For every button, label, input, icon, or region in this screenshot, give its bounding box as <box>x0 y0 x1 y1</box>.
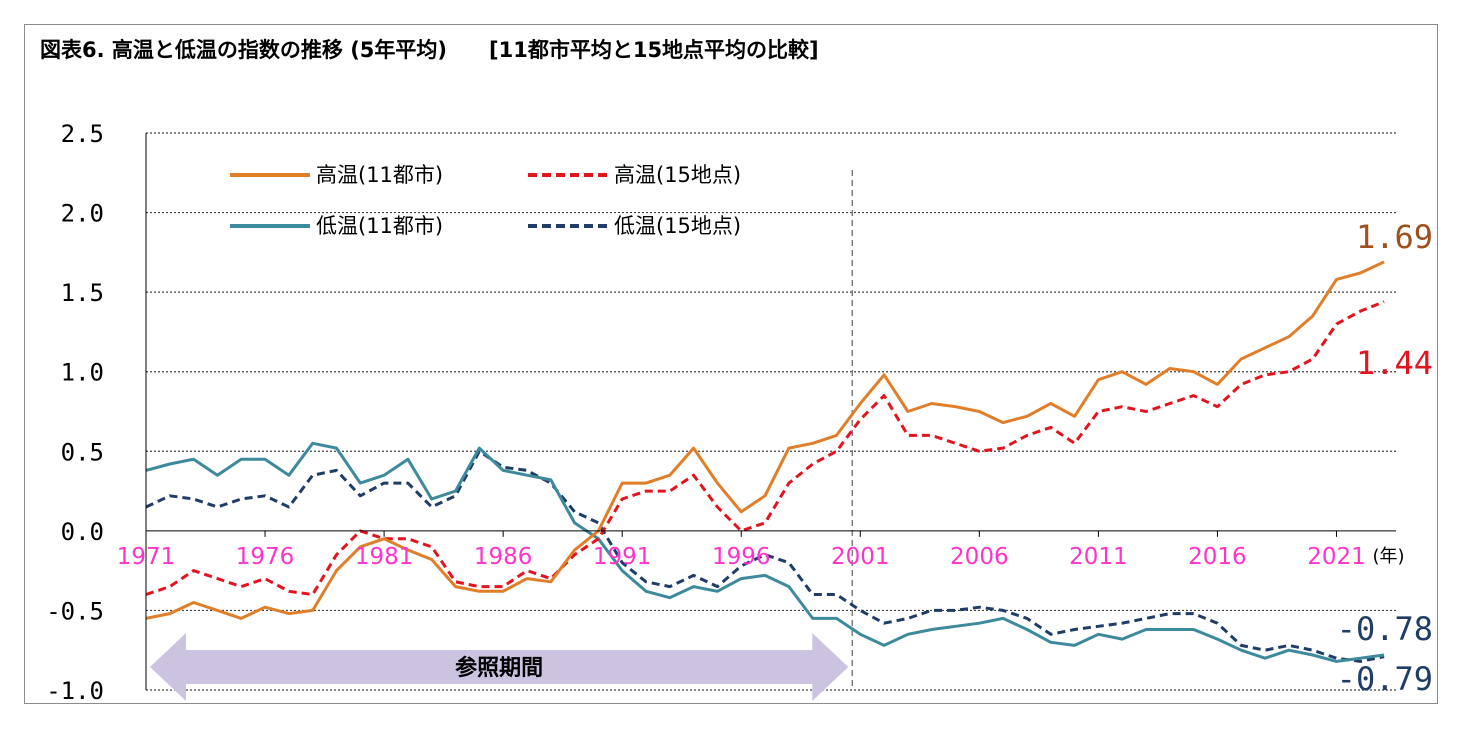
legend-label-low-11: 低温(11都市) <box>316 214 443 238</box>
x-tick-label: 2016 <box>1188 544 1247 570</box>
y-tick-label: -0.5 <box>46 597 104 625</box>
end-label-high-11: 1.69 <box>1356 218 1433 256</box>
legend-label-low-15: 低温(15地点) <box>614 214 741 238</box>
x-tick-label: 1976 <box>236 544 295 570</box>
y-tick-label: -1.0 <box>46 677 104 705</box>
end-label-low-11: -0.78 <box>1337 610 1433 648</box>
y-axis-ticks: 2.5 2.0 1.5 1.0 0.5 0.0 -0.5 -1.0 <box>46 120 104 705</box>
y-tick-label: 1.5 <box>61 279 104 307</box>
x-tick-label: 1981 <box>355 544 414 570</box>
end-label-low-15: -0.79 <box>1337 660 1433 698</box>
series-line-low-11 <box>145 441 1385 663</box>
x-tick-label: 2011 <box>1069 544 1128 570</box>
reference-period-arrow-shape <box>150 633 849 701</box>
chart-title: 図表6. 高温と低温の指数の推移 (5年平均) [11都市平均と15地点平均の比… <box>40 38 819 62</box>
x-tick-label: 1996 <box>712 544 771 570</box>
reference-period-label: 参照期間 <box>455 655 543 681</box>
x-tick-label: 2021 <box>1307 544 1366 570</box>
legend-label-high-11: 高温(11都市) <box>316 163 443 187</box>
y-tick-label: 0.5 <box>61 438 104 466</box>
x-axis-unit: (年) <box>1372 546 1404 567</box>
series-line-low-15 <box>145 449 1385 663</box>
series-line-high-15 <box>145 300 1385 596</box>
x-tick-label: 1971 <box>117 544 176 570</box>
legend-label-high-15: 高温(15地点) <box>614 163 741 187</box>
series-lines <box>145 260 1385 663</box>
y-tick-label: 2.5 <box>61 120 104 148</box>
x-axis-ticks: 1971 1976 1981 1986 1991 1996 2001 2006 2011 2016… <box>117 530 1366 570</box>
chart-frame <box>24 24 1438 704</box>
end-value-labels: 1.69 1.44 -0.78 -0.79 <box>1337 218 1433 698</box>
x-tick-label: 2001 <box>831 544 890 570</box>
y-tick-label: 1.0 <box>61 359 104 387</box>
x-tick-label: 1986 <box>474 544 533 570</box>
x-tick-label: 1991 <box>593 544 652 570</box>
reference-period-arrow: 参照期間 <box>150 633 849 701</box>
y-tick-label: 2.0 <box>61 200 104 228</box>
end-label-high-15: 1.44 <box>1356 344 1433 382</box>
x-tick-label: 2006 <box>950 544 1009 570</box>
y-tick-label: 0.0 <box>61 518 104 546</box>
series-line-high-11 <box>145 260 1385 620</box>
legend: 高温(11都市) 高温(15地点) 低温(11都市) 低温(15地点) <box>230 163 741 238</box>
